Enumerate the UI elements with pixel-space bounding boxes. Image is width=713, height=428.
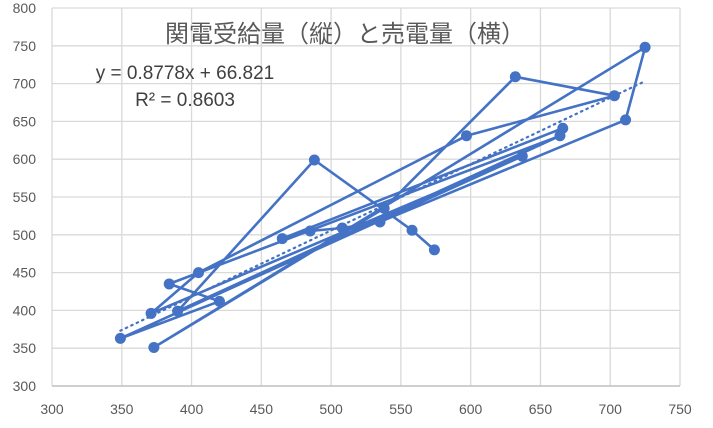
y-tick-label: 350 <box>13 340 37 356</box>
data-point <box>516 150 528 162</box>
trendline-r-squared: R² = 0.8603 <box>135 90 235 111</box>
data-point <box>460 130 472 142</box>
data-point <box>406 224 418 236</box>
y-tick-label: 450 <box>13 265 37 281</box>
x-tick-label: 450 <box>250 401 274 417</box>
x-tick-label: 550 <box>389 401 413 417</box>
x-tick-label: 350 <box>110 401 134 417</box>
y-tick-label: 700 <box>13 76 37 92</box>
y-tick-label: 600 <box>13 151 37 167</box>
x-tick-label: 400 <box>180 401 204 417</box>
y-tick-label: 550 <box>13 189 37 205</box>
x-tick-label: 750 <box>668 401 692 417</box>
y-tick-label: 300 <box>13 378 37 394</box>
data-point <box>639 41 651 53</box>
x-tick-label: 600 <box>459 401 483 417</box>
x-tick-label: 700 <box>599 401 623 417</box>
data-point <box>509 71 521 83</box>
y-tick-label: 800 <box>13 0 37 16</box>
data-point <box>193 267 205 279</box>
data-point <box>163 278 175 290</box>
x-tick-label: 300 <box>40 401 64 417</box>
data-point <box>304 225 316 237</box>
data-point <box>172 305 184 317</box>
y-tick-label: 650 <box>13 113 37 129</box>
data-point <box>276 233 288 245</box>
data-series <box>114 41 651 353</box>
axis-tick-labels: 300 350 400 450 500 550 600 650 700 750 300 350 400 4… <box>13 0 692 417</box>
data-point <box>336 222 348 234</box>
y-tick-label: 750 <box>13 38 37 54</box>
data-point <box>428 244 440 256</box>
data-point <box>378 202 390 214</box>
data-point <box>145 307 157 319</box>
data-point <box>557 122 569 134</box>
data-point <box>114 332 126 344</box>
chart-title: 関電受給量（縦）と売電量（横） <box>165 20 525 48</box>
x-tick-label: 650 <box>529 401 553 417</box>
trendline-equation: y = 0.8778x + 66.821 <box>96 63 275 84</box>
data-point <box>374 216 386 228</box>
y-tick-label: 400 <box>13 302 37 318</box>
data-point <box>308 154 320 166</box>
data-point <box>148 341 160 353</box>
data-point <box>620 114 632 126</box>
data-point <box>608 90 620 102</box>
data-point <box>213 295 225 307</box>
x-tick-label: 500 <box>319 401 343 417</box>
y-tick-label: 500 <box>13 227 37 243</box>
